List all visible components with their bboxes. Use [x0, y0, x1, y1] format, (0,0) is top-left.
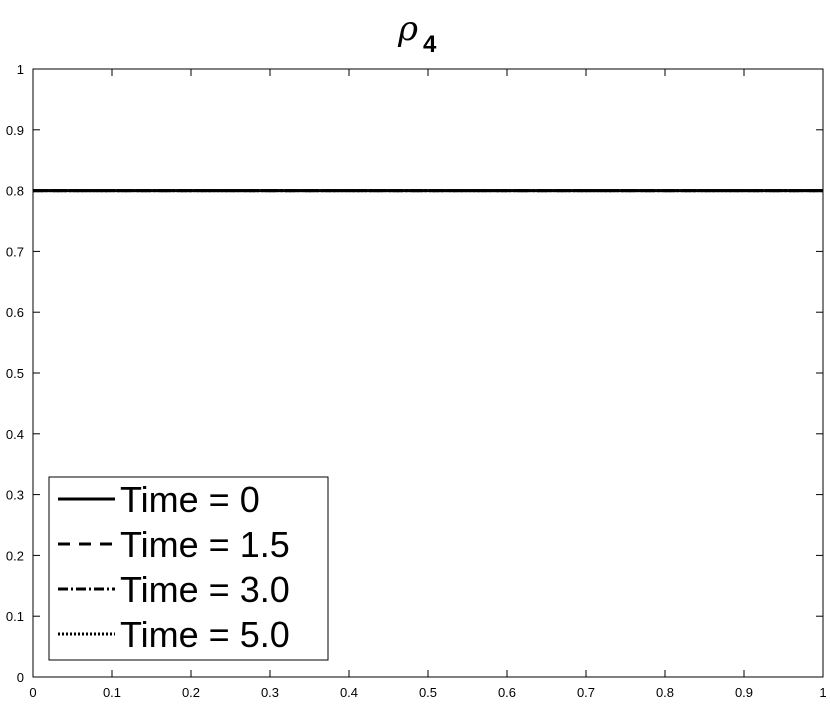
y-tick-label: 0.5 [6, 366, 24, 381]
x-tick-label: 0.9 [735, 685, 753, 700]
x-tick-label: 1 [819, 685, 826, 700]
legend-label-1: Time = 0 [120, 479, 260, 520]
chart-title-subscript: 4 [423, 31, 437, 58]
y-axis-ticks: 0 0.1 0.2 0.3 0.4 0.5 0.6 0.7 0.8 0.9 1 [6, 62, 823, 685]
y-tick-label: 0.2 [6, 548, 24, 563]
x-tick-label: 0.3 [261, 685, 279, 700]
y-tick-label: 0.9 [6, 123, 24, 138]
y-tick-label: 0 [17, 670, 24, 685]
y-tick-label: 0.4 [6, 427, 24, 442]
x-axis-ticks: 0 0.1 0.2 0.3 0.4 0.5 0.6 0.7 0.8 0.9 1 [29, 69, 827, 700]
x-tick-label: 0.5 [419, 685, 437, 700]
x-tick-label: 0.4 [340, 685, 358, 700]
y-tick-label: 0.6 [6, 305, 24, 320]
legend-label-2: Time = 1.5 [120, 524, 290, 565]
y-tick-label: 0.8 [6, 184, 24, 199]
legend-label-4: Time = 5.0 [120, 614, 290, 655]
y-tick-label: 0.7 [6, 244, 24, 259]
chart-title-symbol: ρ [397, 9, 418, 49]
x-tick-label: 0.6 [498, 685, 516, 700]
y-tick-label: 1 [17, 62, 24, 77]
x-tick-label: 0.1 [103, 685, 121, 700]
x-tick-label: 0.8 [656, 685, 674, 700]
legend-label-3: Time = 3.0 [120, 569, 290, 610]
y-tick-label: 0.1 [6, 609, 24, 624]
x-tick-label: 0 [29, 685, 36, 700]
legend-box [48, 476, 329, 661]
x-tick-label: 0.7 [577, 685, 595, 700]
x-tick-label: 0.2 [182, 685, 200, 700]
y-tick-label: 0.3 [6, 488, 24, 503]
